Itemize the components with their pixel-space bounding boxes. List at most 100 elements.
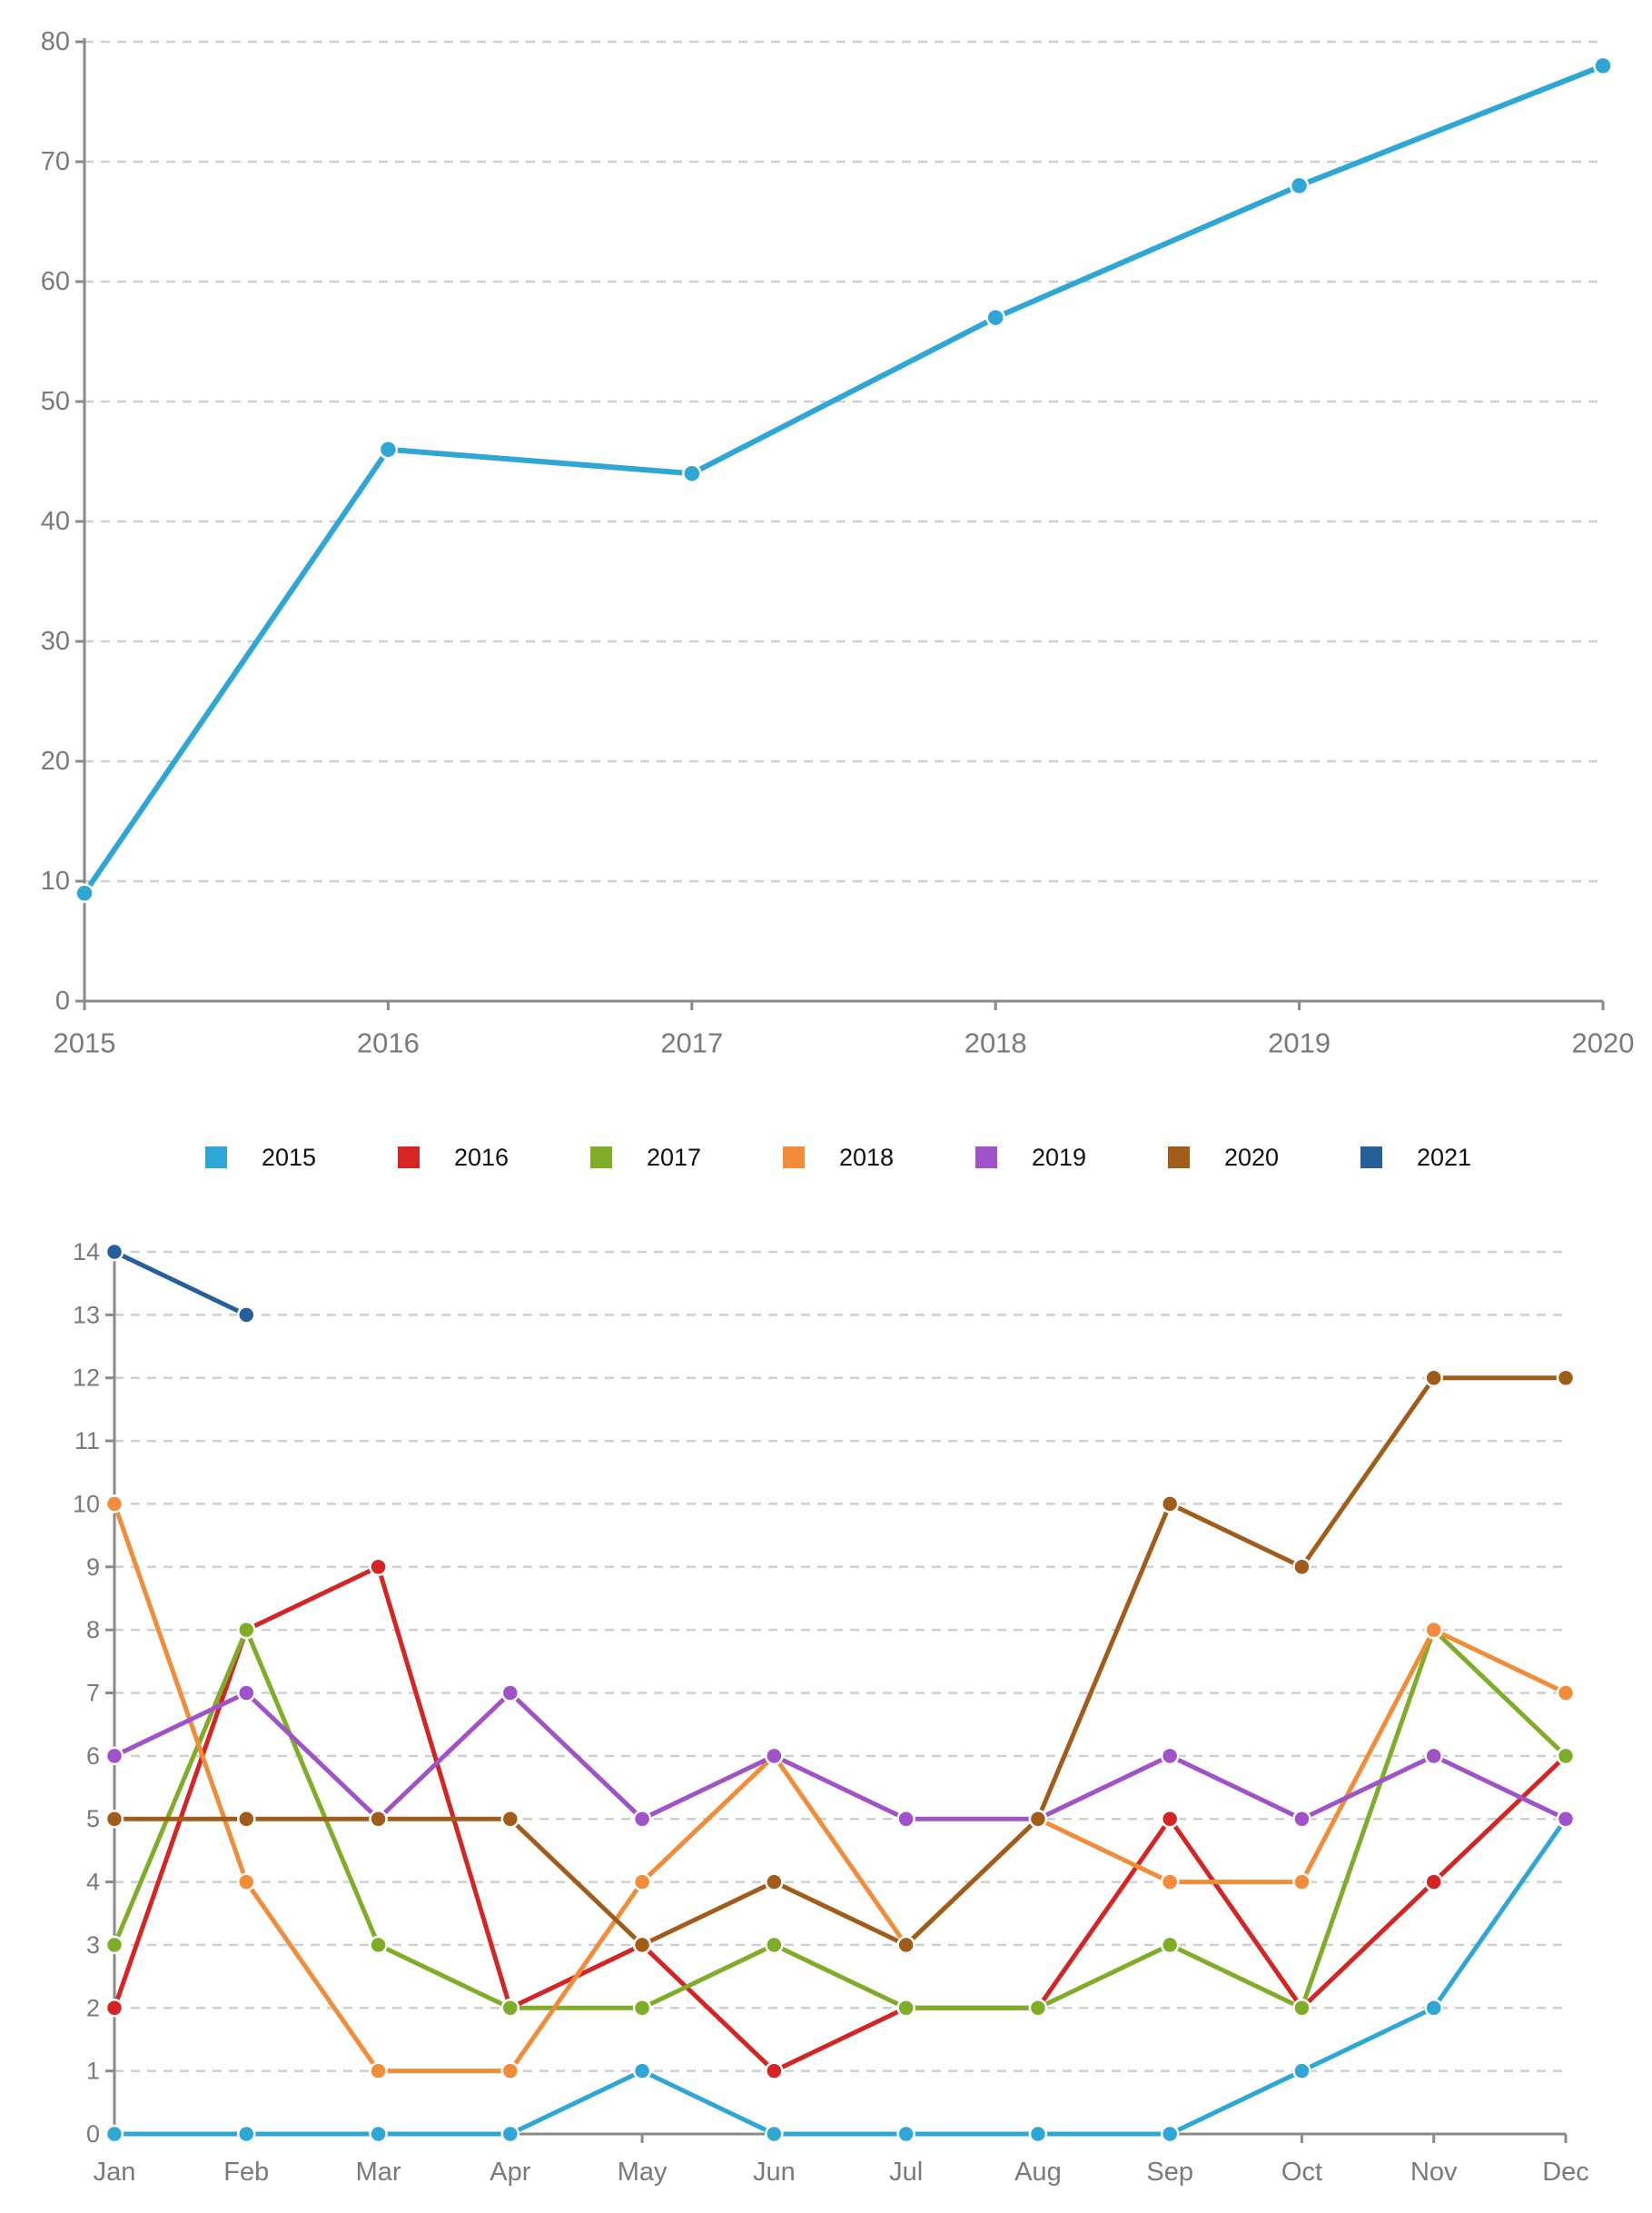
data-point-2021 [237, 1305, 256, 1325]
data-point-2020 [1292, 1557, 1311, 1577]
series-line-2017 [112, 1627, 1568, 2010]
data-point-2020 [237, 1809, 256, 1829]
data-point-2020 [632, 1935, 652, 1955]
x-tick-label: Nov [1410, 2158, 1458, 2187]
series-line-2016 [112, 1564, 1568, 2074]
data-point-2018 [104, 1494, 124, 1513]
x-tick-label: 2015 [54, 1027, 116, 1059]
legend-swatch-2020 [1168, 1146, 1190, 1168]
series-line-2021 [112, 1249, 249, 1317]
data-point-2020 [369, 1809, 388, 1829]
data-point-2016 [104, 1999, 124, 2018]
data-point-yearly-total [378, 440, 399, 460]
data-point-2021 [104, 1242, 124, 1262]
data-point-2020 [765, 1872, 784, 1891]
x-tick-label: 2019 [1268, 1027, 1331, 1059]
data-point-yearly-total [1593, 55, 1613, 76]
data-point-2019 [896, 1809, 915, 1829]
legend-swatch-2018 [783, 1146, 805, 1168]
x-tick-label: Mar [356, 2158, 401, 2187]
data-point-2017 [104, 1935, 124, 1955]
data-point-2017 [500, 1999, 520, 2018]
data-point-2017 [1160, 1935, 1180, 1955]
data-point-yearly-total [682, 463, 702, 483]
x-tick-label: Feb [223, 2158, 269, 2187]
data-point-2017 [369, 1935, 388, 1955]
data-point-2015 [104, 2124, 124, 2144]
data-point-2020 [1160, 1494, 1180, 1513]
x-tick-label: May [618, 2158, 668, 2187]
x-tick-label: 2018 [964, 1027, 1027, 1059]
data-point-2015 [369, 2124, 388, 2144]
y-tick-label: 7 [86, 1680, 100, 1707]
data-point-2016 [765, 2061, 784, 2080]
data-point-2019 [1424, 1746, 1443, 1766]
data-point-yearly-total [985, 307, 1005, 328]
x-tick-label: 2020 [1572, 1027, 1635, 1059]
series-line-2020 [112, 1375, 1568, 1948]
data-point-2017 [765, 1935, 784, 1955]
y-tick-label: 70 [41, 147, 70, 176]
data-point-2017 [1556, 1746, 1576, 1766]
y-tick-label: 10 [41, 867, 70, 896]
y-tick-label: 9 [86, 1553, 100, 1581]
data-point-2018 [237, 1872, 256, 1891]
y-tick-label: 2 [86, 1994, 100, 2021]
x-tick-label: Oct [1281, 2158, 1322, 2187]
legend-swatch-2015 [205, 1146, 227, 1168]
data-point-2019 [237, 1683, 256, 1702]
data-point-2019 [104, 1746, 124, 1766]
y-tick-label: 30 [41, 627, 70, 656]
data-point-2015 [1424, 1999, 1443, 2018]
x-tick-label: Dec [1542, 2158, 1589, 2187]
data-point-2020 [1028, 1809, 1048, 1829]
legend-swatch-2019 [975, 1146, 997, 1168]
data-point-2017 [632, 1999, 652, 2018]
y-tick-label: 11 [74, 1427, 100, 1454]
legend-swatch-2016 [398, 1146, 420, 1168]
x-tick-label: 2017 [660, 1027, 723, 1059]
y-tick-label: 50 [41, 387, 70, 416]
data-point-2015 [237, 2124, 256, 2144]
data-point-2017 [1028, 1999, 1048, 2018]
data-point-2015 [896, 2124, 915, 2144]
y-tick-label: 8 [86, 1616, 100, 1643]
data-point-yearly-total [74, 883, 94, 903]
data-point-yearly-total [1289, 175, 1310, 196]
y-tick-label: 13 [73, 1301, 100, 1328]
data-point-2019 [765, 1746, 784, 1766]
data-point-2020 [896, 1935, 915, 1955]
y-tick-label: 5 [86, 1805, 100, 1832]
x-tick-label: Apr [490, 2158, 530, 2187]
data-point-2015 [1160, 2124, 1180, 2144]
data-point-2018 [1424, 1620, 1443, 1640]
data-point-2018 [1160, 1872, 1180, 1891]
x-tick-label: 2016 [357, 1027, 420, 1059]
yearly-line-chart: 0 10 20 30 40 50 60 70 80 2015 2016 2017 2018 2019 202… [41, 27, 1635, 1059]
data-point-2015 [632, 2061, 652, 2080]
data-point-2019 [1556, 1809, 1576, 1829]
data-point-2020 [1556, 1368, 1576, 1387]
data-point-2015 [500, 2124, 520, 2144]
y-tick-label: 3 [86, 1931, 100, 1959]
series-line-2019 [112, 1691, 1568, 1821]
y-tick-label: 10 [73, 1490, 100, 1517]
data-point-2020 [1424, 1368, 1443, 1387]
data-point-2019 [1160, 1746, 1180, 1766]
y-tick-label: 40 [41, 507, 70, 536]
legend-swatch-2021 [1360, 1146, 1382, 1168]
legend-label-2021: 2021 [1417, 1144, 1471, 1171]
y-tick-label: 60 [41, 267, 70, 296]
data-point-2016 [1424, 1872, 1443, 1891]
data-point-2015 [1292, 2061, 1311, 2080]
y-tick-label: 14 [73, 1238, 100, 1265]
data-point-2015 [765, 2124, 784, 2144]
series-line-2018 [112, 1501, 1568, 2074]
legend-label-2015: 2015 [262, 1144, 316, 1171]
data-point-2018 [632, 1872, 652, 1891]
data-point-2018 [369, 2061, 388, 2080]
data-point-2016 [1160, 1809, 1180, 1829]
data-point-2020 [500, 1809, 520, 1829]
data-point-2018 [1556, 1683, 1576, 1702]
